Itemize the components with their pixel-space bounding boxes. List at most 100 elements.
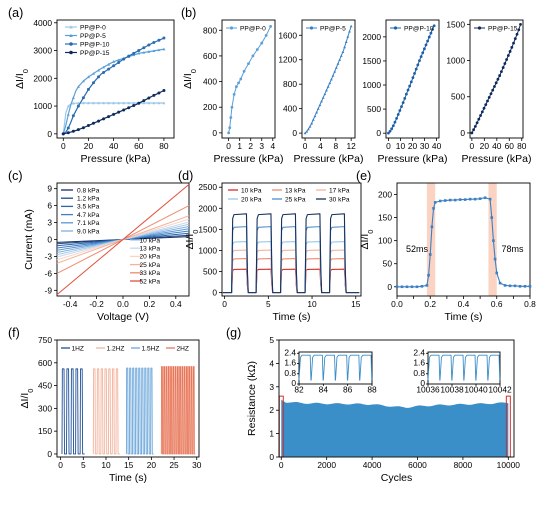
data-point <box>401 101 405 105</box>
legend-label: 17 kPa <box>329 187 350 194</box>
data-point <box>409 80 413 84</box>
data-point <box>228 126 232 130</box>
data-point <box>237 81 240 85</box>
y-tick-label: 1500 <box>362 56 381 66</box>
data-point <box>137 51 141 55</box>
data-point <box>112 60 116 63</box>
data-point <box>427 273 430 277</box>
data-point <box>69 42 73 46</box>
panel-b4: 0 20 40 60 80 0 500 1000 1500 Pressure (kPa) PP@P-… <box>446 19 531 165</box>
data-point <box>71 129 75 133</box>
data-point <box>142 50 146 54</box>
y-axis-title: Current (mA) <box>23 209 35 270</box>
y-tick-label: 0 <box>212 128 217 138</box>
x-tick-label: 0.4 <box>170 299 182 309</box>
x-tick-label: 0.2 <box>424 299 436 309</box>
y-tick-label: 1200 <box>278 55 297 65</box>
data-point <box>433 201 437 204</box>
data-point <box>515 32 519 36</box>
data-point <box>499 70 503 74</box>
x-tick-label: 10 <box>396 141 406 151</box>
data-point <box>493 257 497 261</box>
data-point <box>157 38 161 42</box>
data-point <box>431 27 434 31</box>
panel-e: 0.0 0.2 0.4 0.6 0.8 0 50 100 150 200 Time (s) ΔI/I0… <box>356 169 536 323</box>
y-tick-label: 2 <box>269 405 274 415</box>
legend-label: 1HZ <box>72 345 84 352</box>
y-tick-label: 6 <box>47 201 52 211</box>
x-axis-title: Pressure (kPa) <box>377 153 447 165</box>
data-point <box>152 93 156 97</box>
legend-label: PP@P-15 <box>80 50 110 57</box>
x-tick-label: 80 <box>517 141 527 151</box>
data-point <box>492 239 495 242</box>
series-line <box>222 258 360 294</box>
inset-y-tick-label: 2.4 <box>284 347 296 357</box>
legend-label: 1.2 kPa <box>77 196 100 203</box>
x-tick-label: 80 <box>159 141 169 151</box>
plot-frame <box>56 19 175 139</box>
data-point <box>97 119 101 123</box>
data-point <box>310 121 314 125</box>
x-tick-label: 6000 <box>408 460 427 470</box>
legend-label: 52 kPa <box>139 278 160 285</box>
x-tick-label: 20 <box>408 141 418 151</box>
data-point <box>127 106 131 110</box>
inset-y-tick-label: 0.8 <box>284 368 296 378</box>
data-point <box>69 25 73 29</box>
y-tick-label: 0 <box>212 288 217 298</box>
data-point <box>325 88 328 92</box>
y-axis-title: ΔI/I0 <box>182 69 198 89</box>
plot-frame <box>56 339 200 458</box>
panel-label: (e) <box>356 169 371 183</box>
data-point <box>503 62 507 65</box>
data-point <box>81 126 85 130</box>
data-point <box>142 99 146 103</box>
data-point <box>470 131 474 135</box>
data-point <box>147 50 151 53</box>
data-point <box>86 75 90 79</box>
legend-label: 1.5HZ <box>142 345 160 352</box>
y-axis-title: ΔI/I0 <box>359 230 375 250</box>
data-point <box>398 109 402 112</box>
data-point <box>147 96 151 100</box>
data-point <box>269 25 272 28</box>
inset-x-tick-label: 88 <box>367 385 377 395</box>
data-point <box>453 198 457 202</box>
y-tick-label: 3 <box>269 382 274 392</box>
data-point <box>505 58 509 61</box>
data-point <box>487 95 491 99</box>
data-point <box>479 114 482 117</box>
inset-plot: 10036 10038 10040 10042 00.81.62.4 <box>413 347 512 394</box>
y-tick-label: 1 <box>269 429 274 439</box>
data-point <box>519 22 522 26</box>
data-point <box>395 116 398 120</box>
y-tick-label: 3000 <box>33 46 52 56</box>
y-tick-label: 50 <box>383 259 393 269</box>
data-point <box>395 285 399 289</box>
data-point <box>403 97 407 100</box>
y-tick-label: 2000 <box>362 32 381 42</box>
x-tick-label: 0.8 <box>524 299 536 309</box>
data-point <box>321 96 325 99</box>
plot-frame <box>278 339 515 458</box>
panel-label: (f) <box>8 326 20 340</box>
y-tick-label: 1000 <box>33 101 52 111</box>
data-point <box>405 285 409 289</box>
y-tick-label: 0 <box>460 128 465 138</box>
legend-label: PP@P-10 <box>80 41 110 48</box>
series-line <box>222 213 360 294</box>
inset-x-tick-label: 86 <box>343 385 353 395</box>
y-tick-label: 4 <box>269 358 274 368</box>
data-point <box>91 121 95 125</box>
data-point <box>162 47 166 51</box>
y-tick-label: -9 <box>45 285 53 295</box>
data-point <box>112 64 116 68</box>
data-point <box>318 103 322 107</box>
x-tick-label: 20 <box>84 141 94 151</box>
data-point <box>306 127 310 131</box>
x-tick-label: 4 <box>270 141 275 151</box>
data-point <box>91 81 95 85</box>
y-tick-label: 2000 <box>198 203 217 213</box>
